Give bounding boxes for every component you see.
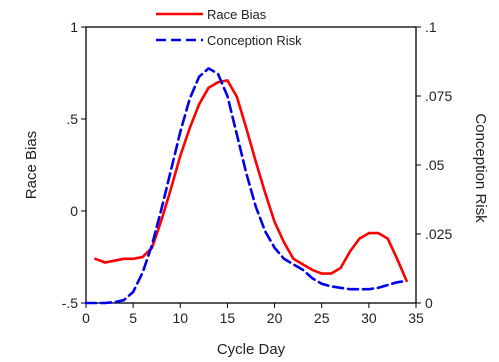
y-tick-label: 1: [70, 19, 78, 35]
y2-tick-label: 0: [425, 295, 433, 311]
x-tick-label: 20: [267, 310, 283, 326]
x-tick-label: 0: [82, 310, 90, 326]
y-axis-tick-labels: -.5 0 .5 1: [62, 19, 79, 311]
y2-axis-title: Conception Risk: [472, 113, 489, 223]
x-tick-label: 35: [408, 310, 424, 326]
series-layer: [84, 67, 408, 305]
series-line-conception-risk: [84, 67, 408, 305]
x-axis-tick-labels: 0 5 10 15 20 25 30 35: [82, 310, 424, 326]
y-tick-label: 0: [70, 203, 78, 219]
legend: Race Bias Conception Risk: [156, 7, 302, 48]
y2-axis-tick-labels: 0 .025 .05 .075 .1: [425, 19, 452, 311]
x-tick-label: 30: [361, 310, 377, 326]
x-tick-label: 10: [172, 310, 188, 326]
y-axis-title: Race Bias: [23, 131, 40, 199]
x-tick-label: 25: [314, 310, 330, 326]
y2-tick-label: .1: [425, 19, 437, 35]
y-tick-label: .5: [66, 111, 78, 127]
x-axis-title: Cycle Day: [217, 341, 286, 358]
y2-tick-label: .025: [425, 226, 452, 242]
x-tick-label: 5: [129, 310, 137, 326]
legend-label-race-bias: Race Bias: [207, 7, 267, 22]
axis-ticks: [81, 26, 421, 308]
series-line-race-bias: [94, 79, 408, 283]
plot-frame: [85, 26, 417, 304]
x-tick-label: 15: [220, 310, 236, 326]
y2-tick-label: .075: [425, 88, 452, 104]
legend-label-conception-risk: Conception Risk: [207, 33, 302, 48]
plot-area: [81, 26, 421, 308]
y-tick-label: -.5: [62, 295, 79, 311]
y2-tick-label: .05: [425, 157, 445, 173]
